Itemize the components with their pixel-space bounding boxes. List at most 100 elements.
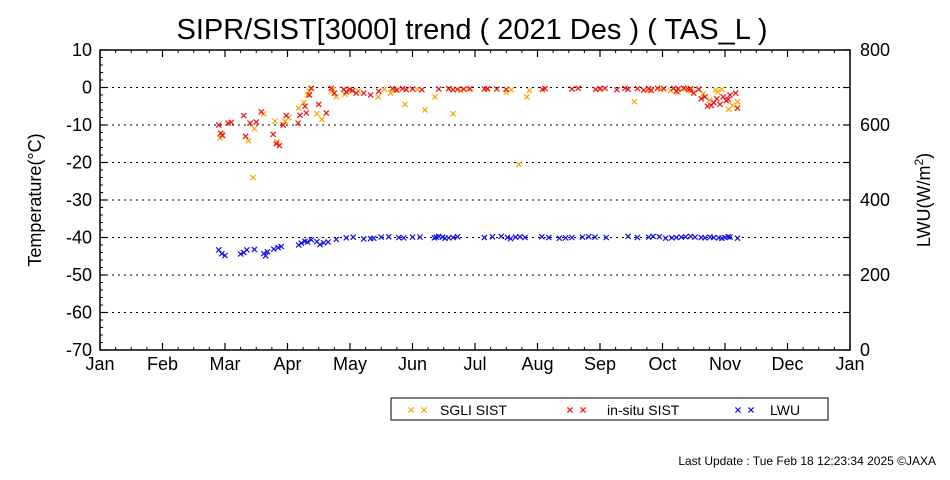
in-situ-sist-point bbox=[375, 88, 382, 95]
legend-box bbox=[390, 397, 829, 421]
lwu-point bbox=[385, 233, 392, 240]
sgli-sist-point bbox=[450, 110, 457, 117]
in-situ-sist-point bbox=[601, 85, 609, 92]
y-tick-label: -30 bbox=[66, 190, 92, 210]
x-tick-label: Sep bbox=[584, 354, 616, 374]
lwu-point bbox=[591, 234, 599, 241]
sgli-sist-point bbox=[381, 86, 388, 93]
lwu-point bbox=[308, 236, 315, 243]
lwu-point bbox=[568, 234, 575, 241]
in-situ-sist-point bbox=[283, 112, 290, 119]
x-tick-label: Mar bbox=[210, 354, 241, 374]
y-tick-label: -50 bbox=[66, 265, 92, 285]
in-situ-sist-point bbox=[273, 140, 280, 147]
in-situ-sist-point bbox=[296, 112, 304, 119]
sgli-sist-point bbox=[313, 110, 320, 117]
sgli-sist-point bbox=[251, 125, 258, 132]
in-situ-sist-point bbox=[654, 85, 661, 92]
in-situ-sist-point bbox=[246, 120, 254, 127]
in-situ-sist-point bbox=[280, 121, 287, 129]
in-situ-sist-point bbox=[726, 91, 734, 99]
in-situ-sist-point bbox=[466, 85, 474, 92]
in-situ-sist-point bbox=[343, 88, 350, 96]
y-tick-label: -70 bbox=[66, 340, 92, 360]
lwu-point bbox=[243, 246, 250, 253]
sgli-sist-point bbox=[734, 98, 741, 105]
in-situ-sist-point bbox=[680, 85, 687, 92]
x-axis-ticks: Jan Feb Mar Apr May Jun Jul Aug Sep Oct Nov Dec Jan bbox=[85, 50, 865, 374]
lwu-point bbox=[710, 234, 717, 241]
lwu-point bbox=[489, 233, 496, 240]
sgli-sist-point bbox=[526, 87, 533, 94]
x-tick-label: Nov bbox=[709, 354, 741, 374]
in-situ-sist-point bbox=[734, 105, 741, 112]
sgli-sist-point bbox=[271, 118, 279, 125]
in-situ-sist-point bbox=[698, 95, 705, 102]
in-situ-sist-point bbox=[493, 85, 500, 93]
in-situ-sist-point bbox=[613, 86, 620, 93]
x-tick-label: Aug bbox=[521, 354, 553, 374]
lwu-point bbox=[264, 248, 271, 255]
in-situ-sist-point bbox=[640, 87, 647, 94]
lwu-point bbox=[278, 243, 285, 250]
y2-tick-label: 400 bbox=[860, 190, 890, 210]
y2-tick-label: 200 bbox=[860, 265, 890, 285]
lwu-point bbox=[304, 238, 311, 246]
x-tick-label: Jul bbox=[463, 354, 486, 374]
sgli-sist-point bbox=[515, 161, 522, 168]
in-situ-sist-point bbox=[503, 86, 510, 93]
sgli-sist-point bbox=[375, 93, 382, 100]
x-tick-label: Jun bbox=[398, 354, 427, 374]
sgli-sist-point bbox=[300, 99, 307, 106]
y2-tick-label: 600 bbox=[860, 115, 890, 135]
lwu-point bbox=[634, 234, 641, 241]
in-situ-sist-point bbox=[713, 95, 720, 102]
in-situ-sist-point bbox=[454, 86, 461, 93]
in-situ-sist-point bbox=[687, 85, 694, 92]
lwu-point bbox=[650, 233, 657, 240]
lwu-point bbox=[579, 234, 586, 241]
x-tick-label: Oct bbox=[648, 354, 676, 374]
x-tick-label: Feb bbox=[147, 354, 178, 374]
lwu-point bbox=[538, 233, 545, 240]
in-situ-sist-point bbox=[484, 85, 491, 92]
lwu-point bbox=[350, 234, 357, 241]
in-situ-sist-point bbox=[258, 108, 265, 115]
legend-marker-lwu bbox=[747, 406, 755, 414]
lwu-point bbox=[262, 252, 269, 259]
lwu-point bbox=[251, 246, 258, 253]
y-axis-label: Temperature(°C) bbox=[25, 133, 45, 266]
in-situ-sist-point bbox=[219, 132, 226, 139]
lwu-point bbox=[395, 234, 402, 241]
y2-tick-label: 800 bbox=[860, 40, 890, 60]
in-situ-sist-point bbox=[418, 86, 425, 93]
lwu-point bbox=[734, 235, 741, 242]
chart-title: SIPR/SIST[3000] trend ( 2021 Des ) ( TAS… bbox=[176, 14, 767, 46]
lwu-point bbox=[682, 233, 689, 240]
in-situ-sist-point bbox=[675, 85, 682, 93]
lwu-point bbox=[333, 236, 340, 243]
legend-marker-sgli-sist bbox=[407, 406, 415, 414]
y-tick-label: -20 bbox=[66, 153, 92, 173]
lwu-point bbox=[726, 234, 734, 241]
in-situ-sist-point bbox=[701, 93, 709, 100]
legend-marker-lwu bbox=[734, 406, 742, 414]
y-tick-label: -40 bbox=[66, 228, 92, 248]
lwu-point bbox=[507, 235, 514, 242]
lwu-point bbox=[409, 234, 416, 241]
in-situ-sist-point bbox=[360, 90, 367, 97]
in-situ-sist-point bbox=[596, 85, 604, 92]
legend-marker-in-situ-sist bbox=[566, 406, 574, 414]
sgli-sist-point bbox=[631, 98, 638, 105]
sgli-sist-point bbox=[421, 106, 429, 114]
sgli-sist-point bbox=[273, 138, 280, 145]
in-situ-sist-point bbox=[732, 90, 739, 97]
lwu-point bbox=[298, 240, 305, 247]
legend-label-lwu: LWU bbox=[770, 402, 800, 418]
in-situ-sist-point bbox=[445, 85, 452, 92]
legend-label-sgli-sist: SGLI SIST bbox=[440, 402, 507, 418]
y2-axis-label: LWU(W/m2) bbox=[912, 153, 934, 247]
legend: SGLI SIST in-situ SIST LWU bbox=[390, 397, 829, 421]
sgli-sist-point bbox=[714, 88, 721, 96]
